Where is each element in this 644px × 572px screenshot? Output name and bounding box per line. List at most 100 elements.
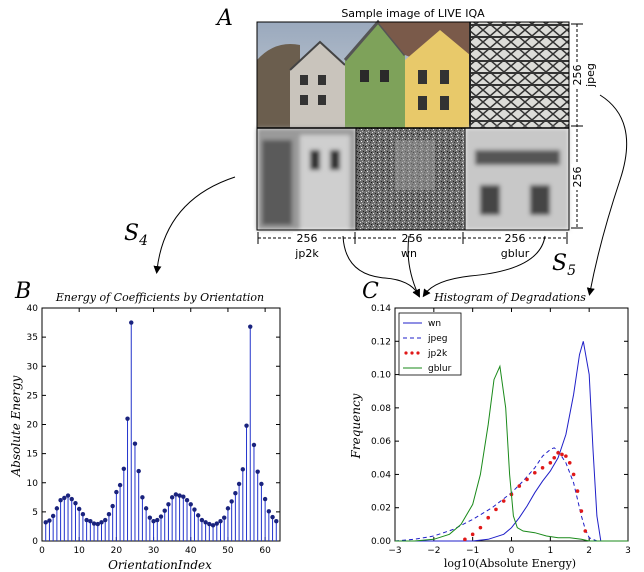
chart-b-ylabel: Absolute Energy [9, 375, 23, 477]
legend-label-jp2k: jp2k [427, 349, 448, 359]
chart-b-title: Energy of Coefficients by Orientation [55, 291, 264, 304]
stem-marker [103, 518, 107, 522]
chart-c-xtick-label: −2 [427, 546, 440, 556]
series-jp2k-point [568, 461, 572, 465]
chart-c-xtick-label: 2 [586, 546, 592, 556]
chart-b-xtick-label: 60 [259, 546, 271, 556]
stem-marker [189, 502, 193, 506]
chart-c-title: Histogram of Degradations [433, 291, 586, 304]
stem-marker [274, 519, 278, 523]
stem-marker [252, 443, 256, 447]
label-jp2k: jp2k [294, 247, 319, 260]
chart-c-xtick-label: 1 [547, 546, 553, 556]
panel-b: B Energy of Coefficients by Orientation … [9, 279, 280, 572]
panel-a-title: Sample image of LIVE IQA [341, 7, 485, 20]
dim-bottom-3: 256 [505, 232, 526, 245]
series-jp2k-point [502, 499, 506, 503]
stem-marker [207, 522, 211, 526]
stem-marker [92, 521, 96, 525]
series-jp2k-point [556, 451, 560, 455]
stem-marker [66, 493, 70, 497]
chart-c-ytick-label: 0.06 [371, 437, 391, 447]
series-jp2k-point [560, 453, 564, 457]
stem-marker [196, 513, 200, 517]
stem-marker [155, 518, 159, 522]
chart-b-ytick-label: 40 [27, 304, 39, 314]
chart-b-ytick-label: 15 [27, 450, 38, 460]
series-jp2k-point [576, 489, 580, 493]
chart-b-ytick-label: 20 [27, 421, 39, 431]
chart-c-ytick-label: 0.12 [371, 337, 391, 347]
stem-marker [99, 520, 103, 524]
chart-b-xtick-label: 20 [111, 546, 123, 556]
stem-marker [259, 482, 263, 486]
stem-marker [58, 498, 62, 502]
stem-marker [233, 491, 237, 495]
chart-c-xtick-label: −1 [466, 546, 479, 556]
stem-marker [81, 512, 85, 516]
stem-marker [107, 512, 111, 516]
stem-marker [163, 509, 167, 513]
legend-label-jpeg: jpeg [427, 334, 447, 344]
dim-right-2: 256 [571, 167, 584, 188]
series-jp2k-point [533, 471, 537, 475]
stem-marker [218, 519, 222, 523]
chart-c-xtick-label: 3 [625, 546, 631, 556]
chart-b: 0 10 20 30 40 50 60 0 5 10 15 20 25 30 35 40 [27, 304, 280, 556]
label-gblur: gblur [501, 247, 530, 260]
chart-b-xtick-label: 10 [73, 546, 85, 556]
series-jp2k-point [580, 509, 584, 513]
chart-b-ytick-label: 5 [32, 508, 38, 518]
stem-marker [174, 492, 178, 496]
stem-marker [136, 469, 140, 473]
series-jp2k-point [549, 461, 553, 465]
stem-marker [229, 499, 233, 503]
stem-marker [226, 506, 230, 510]
chart-b-frame [42, 308, 280, 541]
s4-label: S4 [124, 221, 148, 249]
stem-marker [267, 509, 271, 513]
chart-c-ytick-label: 0.08 [371, 404, 391, 414]
series-jp2k-point [471, 533, 475, 537]
stem-marker [47, 518, 51, 522]
legend-swatch-jp2k [416, 351, 419, 354]
stem-marker [88, 519, 92, 523]
stem-marker [222, 516, 226, 520]
label-wn: wn [401, 247, 417, 260]
legend-swatch-jp2k [404, 351, 407, 354]
chart-b-xtick-label: 0 [39, 546, 45, 556]
stem-marker [263, 497, 267, 501]
chart-c-xtick-label: 0 [509, 546, 515, 556]
stem-marker [166, 502, 170, 506]
stem-marker [129, 320, 133, 324]
stem-marker [255, 469, 259, 473]
chart-b-ytick-label: 25 [27, 391, 38, 401]
legend-swatch-jp2k [410, 351, 413, 354]
series-jp2k-point [583, 529, 587, 533]
chart-c-ytick-label: 0.02 [371, 504, 391, 514]
chart-b-ytick-label: 10 [27, 479, 39, 489]
stem-marker [185, 498, 189, 502]
panel-c: C Histogram of Degradations −3 −2 −1 0 1 2 3 0.… [349, 279, 631, 570]
stem-marker [177, 493, 181, 497]
stem-marker [248, 324, 252, 328]
chart-c-ytick-label: 0.04 [371, 470, 391, 480]
stem-marker [125, 416, 129, 420]
stem-marker [70, 497, 74, 501]
stem-marker [151, 519, 155, 523]
chart-b-xlabel: OrientationIndex [108, 558, 212, 572]
stem-marker [270, 515, 274, 519]
chart-c-ytick-label: 0.00 [371, 537, 391, 547]
stem-marker [144, 506, 148, 510]
stem-marker [181, 495, 185, 499]
stem-marker [114, 490, 118, 494]
stem-marker [237, 482, 241, 486]
chart-c-ytick-label: 0.14 [371, 304, 391, 314]
chart-c-ylabel: Frequency [349, 393, 363, 459]
chart-c-ytick-label: 0.10 [371, 371, 391, 381]
bottom-dimensions: 256 256 256 jp2k wn gblur [258, 232, 567, 260]
chart-b-xtick-label: 30 [148, 546, 160, 556]
chart-c-legend: wn jpeg jp2k gblur [399, 313, 461, 375]
panel-c-letter: C [362, 279, 379, 304]
